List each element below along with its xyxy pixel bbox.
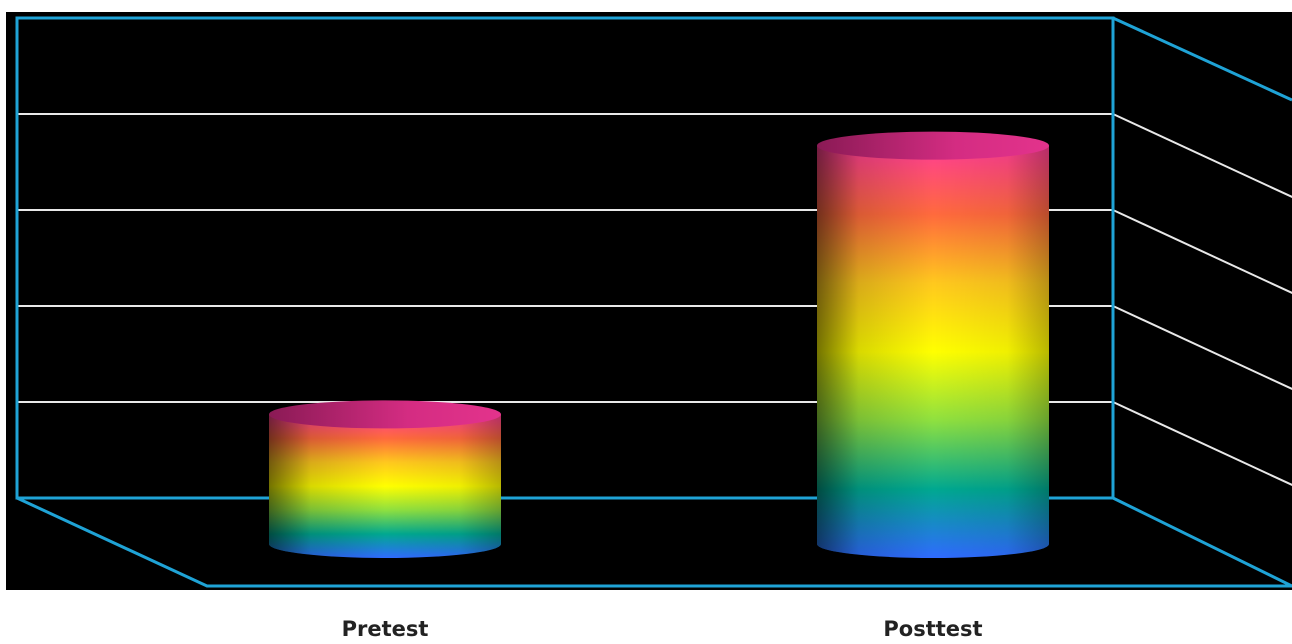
cylinder-top	[269, 400, 501, 429]
side-gridline	[1112, 209, 1292, 295]
cylinder-shading	[817, 145, 1049, 558]
back-wall	[15, 16, 1115, 500]
side-gridline	[1112, 305, 1292, 391]
category-label-posttest: Posttest	[883, 617, 982, 641]
category-label-pretest: Pretest	[342, 617, 429, 641]
side-gridline	[1112, 113, 1292, 199]
bars	[269, 131, 1049, 558]
frame	[15, 16, 1292, 588]
bar-pretest	[269, 400, 501, 558]
category-labels: Pretest Posttest	[342, 617, 983, 641]
floor-right-edge	[1112, 496, 1292, 588]
side-gridline	[1112, 401, 1292, 487]
plot-background	[6, 12, 1292, 590]
bar-posttest	[817, 131, 1049, 558]
cylinder-shading	[269, 414, 501, 558]
cylinder-top	[817, 131, 1049, 160]
floor-edge	[16, 496, 1292, 588]
side-top-edge	[1112, 16, 1292, 102]
